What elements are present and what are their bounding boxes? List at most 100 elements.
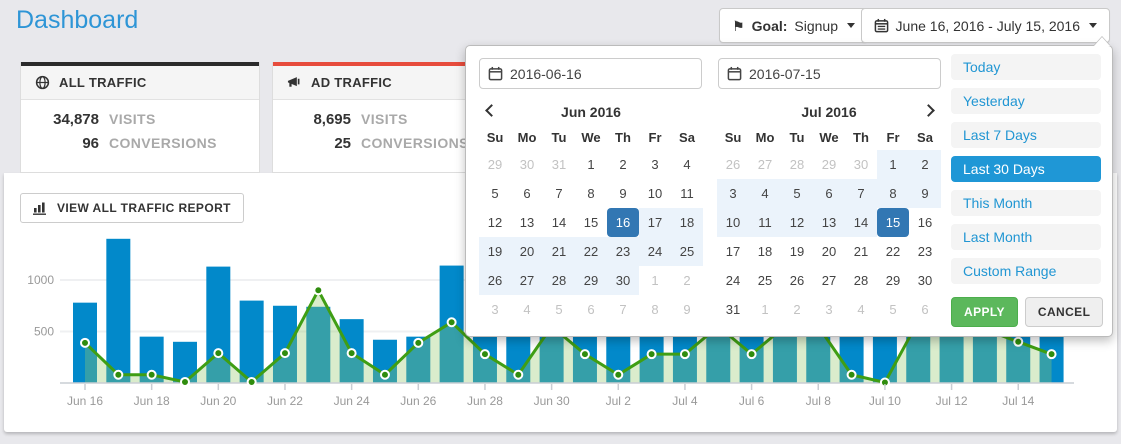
- conversions-marker[interactable]: [379, 369, 390, 380]
- calendar-day[interactable]: 6: [921, 302, 929, 317]
- goal-selector-button[interactable]: ⚑ Goal: Signup: [719, 8, 868, 43]
- view-all-traffic-report-button[interactable]: VIEW ALL TRAFFIC REPORT: [20, 193, 244, 223]
- calendar-day[interactable]: 3: [491, 302, 499, 317]
- conversions-marker[interactable]: [513, 369, 524, 380]
- calendar-day[interactable]: 4: [749, 179, 781, 208]
- visits-bar[interactable]: [306, 306, 331, 383]
- conversions-marker[interactable]: [613, 369, 624, 380]
- preset-last-7-days[interactable]: Last 7 Days: [951, 122, 1101, 148]
- calendar-day[interactable]: 7: [845, 179, 877, 208]
- calendar-day[interactable]: 22: [575, 237, 607, 266]
- calendar-day[interactable]: 1: [877, 150, 909, 179]
- date-range-button[interactable]: June 16, 2016 - July 15, 2016: [860, 8, 1110, 43]
- calendar-day[interactable]: 9: [683, 302, 691, 317]
- calendar-day[interactable]: 23: [917, 244, 933, 259]
- calendar-day[interactable]: 10: [647, 186, 663, 201]
- calendar-day[interactable]: 1: [761, 302, 769, 317]
- start-date-input[interactable]: [479, 58, 702, 89]
- next-month-icon[interactable]: [922, 104, 935, 117]
- calendar-day[interactable]: 26: [479, 266, 511, 295]
- calendar-day[interactable]: 30: [519, 157, 535, 172]
- calendar-day[interactable]: 8: [587, 186, 595, 201]
- calendar-day[interactable]: 2: [619, 157, 627, 172]
- conversions-marker[interactable]: [1046, 349, 1057, 360]
- visits-bar[interactable]: [272, 305, 297, 383]
- calendar-day[interactable]: 8: [651, 302, 659, 317]
- calendar-day[interactable]: 29: [885, 273, 901, 288]
- conversions-marker[interactable]: [113, 369, 124, 380]
- apply-button[interactable]: APPLY: [951, 297, 1018, 327]
- calendar-day[interactable]: 29: [821, 157, 837, 172]
- calendar-day[interactable]: 27: [757, 157, 773, 172]
- calendar-day[interactable]: 18: [757, 244, 773, 259]
- calendar-day[interactable]: 30: [853, 157, 869, 172]
- calendar-day[interactable]: 9: [909, 179, 941, 208]
- calendar-day[interactable]: 29: [575, 266, 607, 295]
- calendar-day[interactable]: 25: [757, 273, 773, 288]
- conversions-marker[interactable]: [646, 349, 657, 360]
- calendar-day[interactable]: 5: [555, 302, 563, 317]
- calendar-day[interactable]: 18: [671, 208, 703, 237]
- conversions-marker[interactable]: [279, 348, 290, 359]
- calendar-day[interactable]: 24: [639, 237, 671, 266]
- conversions-marker[interactable]: [346, 348, 357, 359]
- conversions-marker[interactable]: [446, 317, 457, 328]
- calendar-day[interactable]: 19: [479, 237, 511, 266]
- calendar-day[interactable]: 8: [877, 179, 909, 208]
- preset-last-month[interactable]: Last Month: [951, 224, 1101, 250]
- calendar-day[interactable]: 31: [725, 302, 741, 317]
- conversions-marker[interactable]: [846, 369, 857, 380]
- preset-this-month[interactable]: This Month: [951, 190, 1101, 216]
- conversions-marker[interactable]: [746, 349, 757, 360]
- calendar-day[interactable]: 5: [491, 186, 499, 201]
- calendar-day[interactable]: 28: [543, 266, 575, 295]
- calendar-day[interactable]: 14: [551, 215, 567, 230]
- conversions-marker[interactable]: [579, 349, 590, 360]
- calendar-day[interactable]: 26: [725, 157, 741, 172]
- calendar-day[interactable]: 7: [555, 186, 563, 201]
- calendar-day[interactable]: 20: [511, 237, 543, 266]
- calendar-day[interactable]: 5: [889, 302, 897, 317]
- calendar-day[interactable]: 1: [651, 273, 659, 288]
- calendar-day[interactable]: 11: [680, 186, 694, 201]
- calendar-day[interactable]: 28: [853, 273, 869, 288]
- conversions-marker[interactable]: [413, 337, 424, 348]
- conversions-marker[interactable]: [80, 337, 90, 348]
- calendar-day[interactable]: 6: [813, 179, 845, 208]
- calendar-day[interactable]: 25: [671, 237, 703, 266]
- preset-custom-range[interactable]: Custom Range: [951, 258, 1101, 284]
- calendar-day[interactable]: 7: [619, 302, 627, 317]
- calendar-day[interactable]: 24: [725, 273, 741, 288]
- conversions-marker[interactable]: [313, 285, 324, 296]
- calendar-day[interactable]: 15: [583, 215, 599, 230]
- calendar-day[interactable]: 16: [607, 208, 639, 237]
- calendar-day[interactable]: 13: [813, 208, 845, 237]
- calendar-day[interactable]: 28: [789, 157, 805, 172]
- calendar-day[interactable]: 15: [877, 208, 909, 237]
- conversions-marker[interactable]: [213, 348, 224, 359]
- calendar-day[interactable]: 4: [857, 302, 865, 317]
- calendar-day[interactable]: 1: [587, 157, 595, 172]
- calendar-day[interactable]: 21: [853, 244, 869, 259]
- calendar-day[interactable]: 4: [523, 302, 531, 317]
- calendar-day[interactable]: 2: [909, 150, 941, 179]
- conversions-marker[interactable]: [179, 376, 190, 387]
- calendar-day[interactable]: 30: [917, 273, 933, 288]
- calendar-day[interactable]: 10: [717, 208, 749, 237]
- calendar-day[interactable]: 6: [587, 302, 595, 317]
- calendar-day[interactable]: 17: [639, 208, 671, 237]
- calendar-day[interactable]: 16: [917, 215, 933, 230]
- calendar-day[interactable]: 2: [793, 302, 801, 317]
- calendar-day[interactable]: 27: [511, 266, 543, 295]
- visits-bar[interactable]: [239, 300, 264, 383]
- calendar-day[interactable]: 20: [821, 244, 837, 259]
- preset-last-30-days[interactable]: Last 30 Days: [951, 156, 1101, 182]
- conversions-marker[interactable]: [246, 376, 257, 387]
- calendar-day[interactable]: 31: [551, 157, 567, 172]
- calendar-day[interactable]: 19: [789, 244, 805, 259]
- calendar-day[interactable]: 30: [607, 266, 639, 295]
- conversions-marker[interactable]: [1013, 336, 1024, 347]
- calendar-day[interactable]: 9: [619, 186, 627, 201]
- calendar-day[interactable]: 23: [607, 237, 639, 266]
- calendar-day[interactable]: 5: [781, 179, 813, 208]
